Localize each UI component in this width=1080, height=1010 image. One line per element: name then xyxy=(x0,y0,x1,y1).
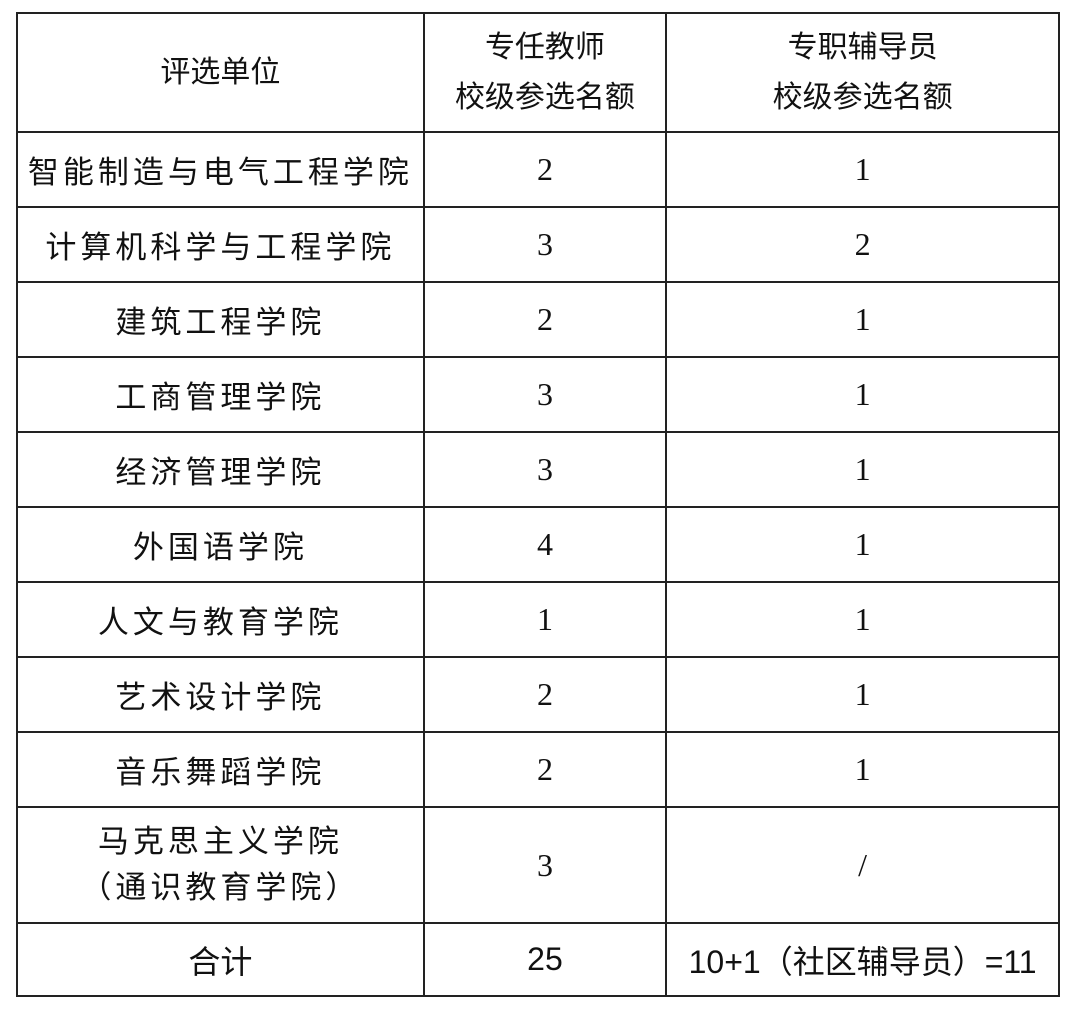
teacher-quota: 4 xyxy=(422,506,668,583)
unit-name: 马克思主义学院 xyxy=(97,824,343,860)
header-counselor-line1: 专职辅导员 xyxy=(787,29,938,65)
counselor-quota: 1 xyxy=(665,431,1060,508)
unit-cell: 音乐舞蹈学院 xyxy=(16,731,425,808)
counselor-quota: 1 xyxy=(665,131,1060,208)
counselor-quota: 1 xyxy=(665,656,1060,733)
teacher-quota: 3 xyxy=(422,806,668,924)
unit-name-line2: （通识教育学院） xyxy=(80,870,361,906)
unit-cell: 马克思主义学院 （通识教育学院） xyxy=(16,806,425,924)
counselor-quota: / xyxy=(665,806,1060,924)
teacher-quota: 2 xyxy=(422,656,668,733)
header-counselor: 专职辅导员 校级参选名额 xyxy=(665,12,1060,133)
total-row: 合计 25 10+1（社区辅导员）=11 xyxy=(16,922,1060,997)
table-row: 外国语学院 4 1 xyxy=(16,506,1060,583)
unit-name: 外国语学院 xyxy=(132,530,308,566)
unit-cell: 智能制造与电气工程学院 xyxy=(16,131,425,208)
unit-name: 智能制造与电气工程学院 xyxy=(27,155,413,191)
header-unit: 评选单位 xyxy=(16,12,425,133)
counselor-quota: 2 xyxy=(665,206,1060,283)
teacher-quota: 2 xyxy=(422,281,668,358)
teacher-quota: 2 xyxy=(422,131,668,208)
total-counselor: 10+1（社区辅导员）=11 xyxy=(665,922,1060,997)
unit-name: 人文与教育学院 xyxy=(97,605,343,641)
header-counselor-line2: 校级参选名额 xyxy=(772,79,953,115)
counselor-quota: 1 xyxy=(665,581,1060,658)
unit-cell: 计算机科学与工程学院 xyxy=(16,206,425,283)
unit-name: 音乐舞蹈学院 xyxy=(115,755,326,791)
unit-cell: 外国语学院 xyxy=(16,506,425,583)
unit-cell: 建筑工程学院 xyxy=(16,281,425,358)
total-label: 合计 xyxy=(16,922,425,997)
quota-table: 评选单位 专任教师 校级参选名额 专职辅导员 校级参选名额 智能制造与电气工程学… xyxy=(16,12,1060,997)
total-teacher: 25 xyxy=(422,922,668,997)
counselor-quota: 1 xyxy=(665,281,1060,358)
table-row: 艺术设计学院 2 1 xyxy=(16,656,1060,733)
table-row: 智能制造与电气工程学院 2 1 xyxy=(16,131,1060,208)
table-row: 建筑工程学院 2 1 xyxy=(16,281,1060,358)
counselor-quota: 1 xyxy=(665,731,1060,808)
header-teacher: 专任教师 校级参选名额 xyxy=(422,12,668,133)
table-row: 工商管理学院 3 1 xyxy=(16,356,1060,433)
unit-name: 工商管理学院 xyxy=(115,380,326,416)
teacher-quota: 3 xyxy=(422,356,668,433)
table-row: 经济管理学院 3 1 xyxy=(16,431,1060,508)
counselor-quota: 1 xyxy=(665,506,1060,583)
table-row: 计算机科学与工程学院 3 2 xyxy=(16,206,1060,283)
unit-cell: 工商管理学院 xyxy=(16,356,425,433)
table-row: 马克思主义学院 （通识教育学院） 3/ xyxy=(16,806,1060,924)
unit-name: 计算机科学与工程学院 xyxy=(45,230,396,266)
header-teacher-line1: 专任教师 xyxy=(484,29,605,65)
unit-cell: 经济管理学院 xyxy=(16,431,425,508)
table-row: 人文与教育学院 1 1 xyxy=(16,581,1060,658)
unit-cell: 艺术设计学院 xyxy=(16,656,425,733)
header-teacher-line2: 校级参选名额 xyxy=(454,79,635,115)
unit-name: 建筑工程学院 xyxy=(115,305,326,341)
header-row: 评选单位 专任教师 校级参选名额 专职辅导员 校级参选名额 xyxy=(16,12,1060,133)
table-row: 音乐舞蹈学院 2 1 xyxy=(16,731,1060,808)
teacher-quota: 3 xyxy=(422,431,668,508)
teacher-quota: 1 xyxy=(422,581,668,658)
unit-name: 艺术设计学院 xyxy=(115,680,326,716)
teacher-quota: 3 xyxy=(422,206,668,283)
unit-cell: 人文与教育学院 xyxy=(16,581,425,658)
teacher-quota: 2 xyxy=(422,731,668,808)
counselor-quota: 1 xyxy=(665,356,1060,433)
unit-name: 经济管理学院 xyxy=(115,455,326,491)
